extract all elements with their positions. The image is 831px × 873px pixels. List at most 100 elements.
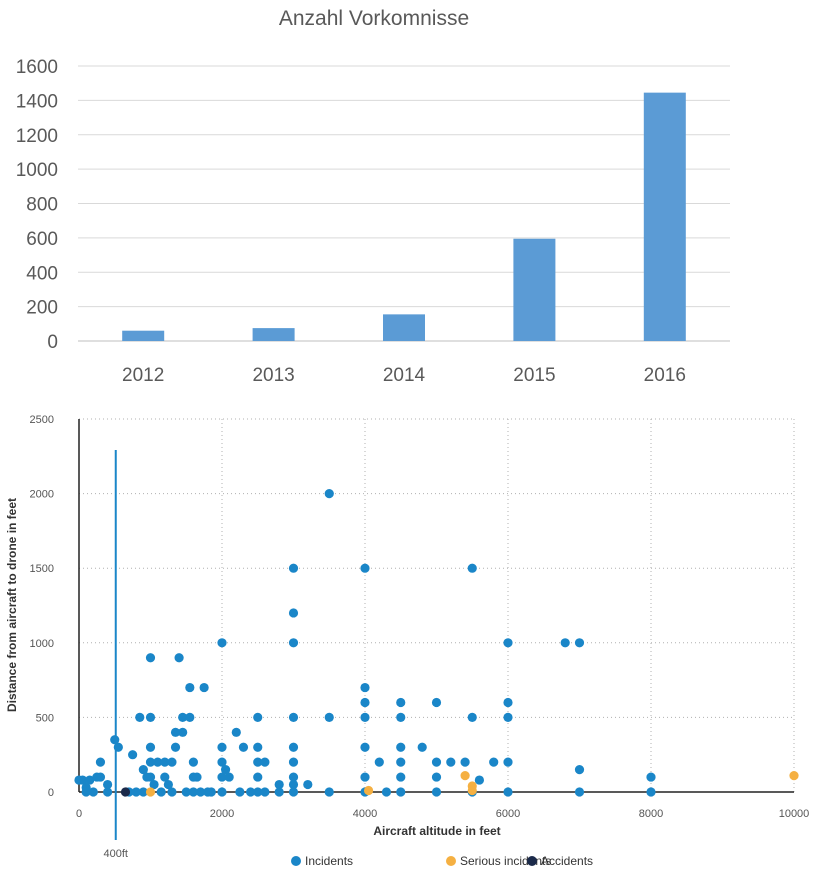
scatter-point-serious-incidents — [789, 770, 799, 781]
scatter-point-incidents — [160, 772, 170, 782]
scatter-point-incidents — [360, 772, 370, 782]
scatter-point-incidents — [131, 787, 141, 797]
scatter-point-incidents — [163, 779, 173, 790]
scatter-point-incidents — [274, 779, 284, 790]
legend-label: Accidents — [541, 854, 593, 868]
scatter-point-incidents — [145, 772, 156, 782]
scatter-point-incidents — [220, 765, 231, 775]
scatter-point-incidents — [274, 787, 284, 797]
scatter-x-tick-label: 10000 — [779, 808, 810, 820]
reference-line-label: 400ft — [104, 848, 128, 860]
scatter-point-incidents — [288, 779, 299, 790]
scatter-point-incidents — [503, 757, 513, 767]
legend-marker — [527, 856, 537, 866]
scatter-point-incidents — [288, 712, 299, 722]
scatter-point-incidents — [288, 742, 299, 752]
scatter-point-incidents — [178, 712, 188, 722]
scatter-point-incidents — [503, 712, 513, 722]
scatter-point-incidents — [174, 653, 184, 663]
bar-x-tick-label: 2014 — [383, 365, 426, 386]
bar-y-tick-label: 0 — [47, 332, 58, 353]
scatter-point-incidents — [156, 787, 166, 797]
bar-x-tick-label: 2012 — [122, 365, 164, 386]
scatter-x-tick-label: 0 — [76, 808, 82, 820]
bar-y-tick-label: 1000 — [16, 160, 58, 181]
scatter-point-incidents — [246, 787, 256, 797]
scatter-point-incidents — [446, 757, 456, 767]
scatter-point-incidents — [153, 757, 163, 767]
bar-x-tick-label: 2013 — [252, 365, 294, 386]
bar — [383, 314, 425, 341]
scatter-point-incidents — [288, 787, 299, 797]
scatter-point-incidents — [503, 787, 513, 797]
scatter-point-incidents — [224, 772, 234, 782]
scatter-point-incidents — [288, 563, 299, 573]
bar-x-tick-labels: 2012 2013 2014 2015 2016 — [122, 365, 686, 386]
scatter-y-tick-labels: 0 500 1000 1500 2000 2500 — [30, 414, 54, 799]
scatter-point-incidents — [238, 742, 249, 752]
scatter-point-serious-incidents — [363, 785, 374, 796]
bar — [513, 238, 556, 341]
bar-y-tick-label: 1400 — [16, 91, 58, 112]
scatter-point-incidents — [396, 757, 406, 767]
scatter-point-incidents — [489, 757, 499, 767]
scatter-point-incidents — [217, 638, 227, 648]
scatter-y-tick-label: 0 — [48, 787, 54, 799]
scatter-y-tick-label: 500 — [36, 712, 54, 724]
bar-y-tick-label: 200 — [26, 298, 58, 319]
bar-y-tick-label: 800 — [26, 195, 58, 216]
scatter-point-incidents — [288, 757, 299, 767]
scatter-point-incidents — [574, 765, 585, 775]
scatter-point-incidents — [138, 765, 148, 775]
scatter-point-incidents — [417, 742, 427, 752]
scatter-point-incidents — [431, 697, 442, 708]
bar — [252, 328, 295, 341]
scatter-point-incidents — [170, 727, 181, 737]
scatter-point-incidents — [396, 772, 406, 782]
scatter-point-incidents — [574, 787, 585, 797]
legend-label: Serious incidents — [460, 854, 551, 868]
scatter-point-incidents — [288, 638, 299, 648]
scatter-point-incidents — [95, 757, 106, 767]
scatter-point-incidents — [646, 772, 656, 782]
scatter-point-incidents — [360, 712, 370, 722]
scatter-point-incidents — [167, 787, 177, 797]
scatter-x-axis-label: Aircraft altitude in feet — [373, 824, 500, 838]
scatter-point-incidents — [324, 489, 334, 499]
scatter-point-incidents — [288, 772, 299, 782]
scatter-point-incidents — [560, 638, 570, 648]
scatter-point-incidents — [185, 682, 195, 693]
scatter-x-tick-label: 8000 — [639, 808, 663, 820]
bar — [122, 330, 165, 341]
scatter-point-incidents — [253, 787, 263, 797]
scatter-point-incidents — [253, 757, 263, 767]
reference-line: 400ft — [104, 450, 128, 860]
scatter-point-incidents — [360, 742, 370, 752]
scatter-point-incidents — [160, 757, 170, 767]
scatter-point-incidents — [431, 757, 442, 767]
scatter-point-incidents — [103, 787, 113, 797]
scatter-x-tick-labels: 0 2000 4000 6000 8000 10000 — [76, 808, 809, 820]
scatter-point-incidents — [396, 697, 406, 708]
bar-chart: Anzahl Vorkomnisse 0 200 400 600 800 1000 1200… — [16, 7, 730, 386]
scatter-x-tick-label: 2000 — [210, 808, 234, 820]
legend-label: Incidents — [305, 854, 353, 868]
scatter-point-incidents — [85, 775, 95, 785]
scatter-point-serious-incidents — [145, 787, 156, 797]
scatter-point-incidents — [199, 682, 209, 693]
scatter-point-incidents — [138, 787, 148, 797]
bar — [643, 92, 686, 341]
scatter-point-incidents — [231, 727, 241, 737]
scatter-point-incidents — [431, 772, 442, 782]
scatter-point-incidents — [103, 779, 113, 790]
scatter-point-incidents — [574, 638, 585, 648]
scatter-y-tick-label: 2000 — [30, 489, 54, 501]
scatter-point-incidents — [77, 775, 88, 785]
scatter-point-incidents — [192, 772, 202, 782]
scatter-axes — [78, 419, 794, 793]
scatter-point-incidents — [646, 787, 656, 797]
bar-y-tick-label: 400 — [26, 263, 58, 284]
scatter-point-serious-incidents — [467, 785, 477, 796]
legend-marker — [291, 856, 301, 866]
scatter-gridlines — [79, 418, 795, 792]
